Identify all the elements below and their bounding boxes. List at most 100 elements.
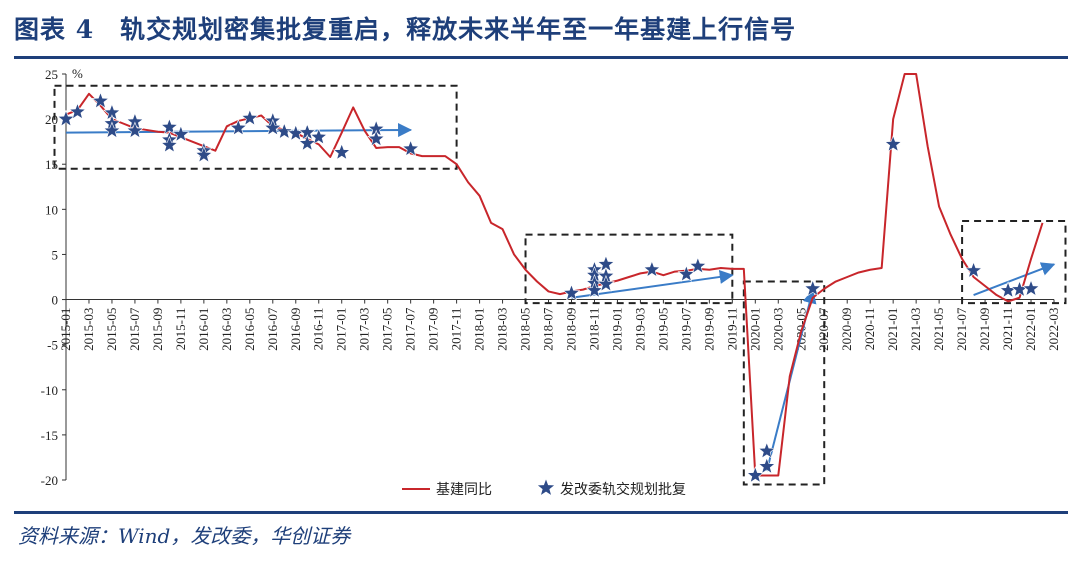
data-point-star <box>803 279 822 297</box>
x-tick-label: 2015-01 <box>58 308 73 351</box>
data-point-star <box>562 283 581 301</box>
data-point-star <box>229 118 248 136</box>
x-tick-label: 2015-07 <box>127 307 142 351</box>
legend-star-swatch <box>537 479 555 495</box>
footer-rule <box>14 511 1068 514</box>
x-tick-label: 2020-11 <box>862 308 877 351</box>
y-tick-label: 5 <box>52 247 59 262</box>
x-tick-label: 2017-05 <box>380 308 395 351</box>
data-point-star <box>160 135 179 153</box>
x-tick-label: 2020-03 <box>770 308 785 351</box>
x-tick-label: 2022-03 <box>1046 308 1061 351</box>
plot-area <box>57 73 1044 484</box>
data-point-star <box>884 135 903 152</box>
y-tick-label: -15 <box>41 428 58 443</box>
title-rule <box>14 56 1068 59</box>
data-point-star <box>688 256 707 274</box>
x-tick-label: 2017-07 <box>403 307 418 351</box>
x-tick-label: 2015-05 <box>104 308 119 351</box>
x-tick-label: 2015-11 <box>173 308 188 351</box>
x-tick-label: 2017-01 <box>334 308 349 351</box>
y-tick-label: 20 <box>45 112 58 127</box>
data-point-star <box>171 125 190 143</box>
data-point-star <box>757 441 776 459</box>
x-tick-label: 2016-11 <box>311 308 326 351</box>
x-tick-label: 2016-05 <box>242 308 257 351</box>
trend-arrow-2021 <box>973 262 1056 296</box>
x-tick-label: 2020-07 <box>816 307 831 351</box>
x-tick-label: 2021-05 <box>931 308 946 351</box>
x-tick-label: 2022-01 <box>1023 308 1038 351</box>
legend-label-scatter: 发改委轨交规划批复 <box>560 481 686 498</box>
x-tick-label: 2021-09 <box>977 308 992 351</box>
x-tick-label: 2019-03 <box>632 308 647 351</box>
source-note: 资料来源：Wind，发改委，华创证券 <box>18 524 351 548</box>
data-point-star <box>746 466 765 484</box>
x-tick-label: 2021-03 <box>908 308 923 351</box>
data-point-star <box>309 127 328 145</box>
data-point-star <box>263 118 282 136</box>
data-point-star <box>286 124 305 142</box>
legend-label-line: 基建同比 <box>436 481 492 498</box>
data-point-star <box>275 122 294 140</box>
data-point-star <box>332 143 351 161</box>
x-tick-label: 2019-09 <box>701 308 716 351</box>
x-tick-label: 2018-07 <box>541 307 556 351</box>
trend-arrows <box>65 123 1056 472</box>
data-point-star <box>597 274 615 292</box>
data-point-star <box>643 260 661 278</box>
unit-label: % <box>72 66 83 81</box>
data-point-star <box>401 139 420 157</box>
x-tick-label: 2018-01 <box>472 308 487 351</box>
y-tick-label: -10 <box>41 383 58 398</box>
data-point-star <box>57 109 75 127</box>
data-point-star <box>240 108 259 126</box>
x-tick-label: 2018-09 <box>563 308 578 351</box>
x-tick-label: 2015-09 <box>150 308 165 351</box>
data-point-star <box>68 102 87 120</box>
series-line-0 <box>65 73 1044 477</box>
x-tick-label: 2020-01 <box>747 308 762 351</box>
data-point-star <box>298 134 317 152</box>
x-tick-label: 2020-09 <box>839 308 854 351</box>
x-tick-label: 2017-11 <box>449 308 464 351</box>
highlight-box-2015 <box>53 84 458 170</box>
y-tick-label: 25 <box>45 67 58 82</box>
x-tick-label: 2020-05 <box>793 308 808 351</box>
x-tick-label: 2018-11 <box>586 308 601 351</box>
chart-title: 图表 4 轨交规划密集批复重启，释放未来半年至一年基建上行信号 <box>14 15 797 44</box>
x-tick-label: 2016-07 <box>265 307 280 351</box>
chart-axes: 25 20 15 10 5 0 -5 -10 -15 -20 2015-01 2015-03 2015-… <box>41 67 1061 488</box>
x-tick-label: 2017-03 <box>357 308 372 351</box>
data-point-star <box>126 121 144 139</box>
data-point-star <box>757 457 776 475</box>
x-tick-label: 2021-01 <box>885 308 900 351</box>
y-tick-label: 0 <box>52 293 59 308</box>
data-point-star <box>1010 280 1029 298</box>
highlight-boxes <box>53 84 1067 486</box>
x-tick-label: 2021-07 <box>954 307 969 351</box>
y-tick-label: 10 <box>45 202 58 217</box>
data-point-star <box>367 129 386 147</box>
x-tick-label: 2018-05 <box>518 308 533 351</box>
y-tick-label: 15 <box>45 157 58 172</box>
x-tick-label: 2016-03 <box>219 308 234 351</box>
x-tick-label: 2019-05 <box>655 308 670 351</box>
x-tick-label: 2019-11 <box>724 308 739 351</box>
data-point-star <box>585 281 604 299</box>
x-tick-label: 2019-01 <box>609 308 624 351</box>
x-tick-label: 2017-09 <box>426 308 441 351</box>
data-point-star <box>91 91 110 109</box>
x-tick-label: 2018-03 <box>495 308 510 351</box>
x-tick-label: 2015-03 <box>81 308 96 351</box>
legend: 基建同比 发改委轨交规划批复 <box>402 479 686 498</box>
data-point-star <box>677 264 696 282</box>
chart: 25 20 15 10 5 0 -5 -10 -15 -20 2015-01 2015-03 2015-… <box>41 66 1067 498</box>
data-point-star <box>1022 279 1040 297</box>
data-point-star <box>194 145 213 163</box>
highlight-box-2020 <box>742 280 826 486</box>
data-point-star <box>964 261 983 279</box>
x-tick-label: 2016-09 <box>288 308 303 351</box>
y-tick-label: -20 <box>41 473 58 488</box>
x-tick-label: 2016-01 <box>196 308 211 351</box>
